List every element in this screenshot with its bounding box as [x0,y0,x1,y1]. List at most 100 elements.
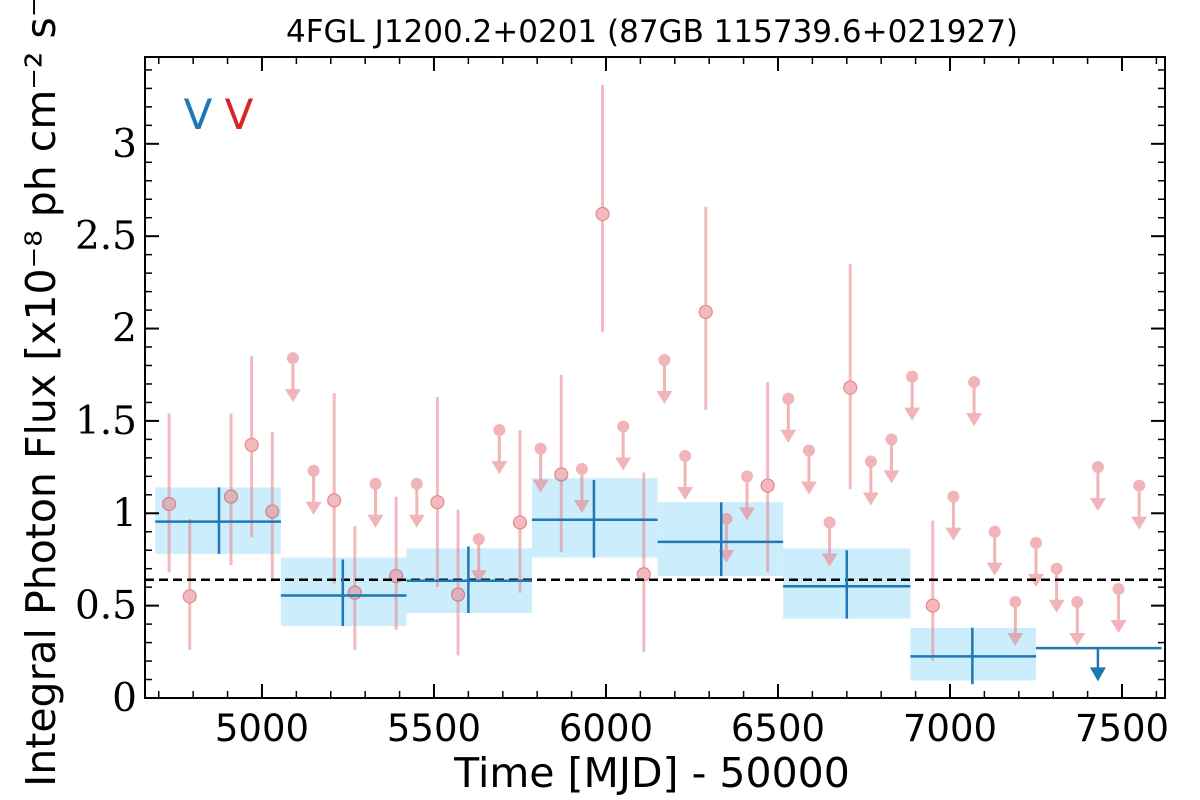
upper-limit-marker [864,455,877,468]
upper-limit-arrowhead [966,413,983,427]
short-bin-series [161,84,1148,662]
upper-limit-arrowhead [945,527,962,541]
short-bin-marker [450,587,466,602]
upper-limit-marker [1050,562,1063,575]
short-bin-marker [554,467,569,482]
short-bin-point [182,518,197,650]
short-bin-upper-limit [1110,583,1127,634]
upper-limit-arrowhead [1048,599,1065,613]
short-bin-upper-limit [491,424,508,475]
short-bin-point [347,526,362,650]
short-bin-point [327,393,342,584]
short-bin-upper-limit [532,442,549,493]
upper-limit-marker [823,516,836,529]
short-bin-marker [182,589,197,604]
upper-limit-marker [720,512,733,525]
short-bin-marker [843,380,858,395]
y-tick-label: 2 [112,307,137,352]
upper-limit-marker [1071,595,1084,608]
short-bin-point [265,431,280,582]
upper-limit-arrowhead [1131,516,1148,530]
short-bin-upper-limit [821,516,838,567]
long-bin-point [657,502,784,577]
upper-limit-arrowhead [800,481,817,495]
short-bin-marker [223,489,239,504]
short-bin-marker [430,495,445,510]
upper-limit-marker [658,353,671,366]
short-bin-marker [512,515,528,530]
upper-limit-arrowhead [883,470,900,484]
upper-limit-marker [885,433,898,446]
legend-mark-short-bin: V [225,90,254,139]
short-bin-upper-limit [1131,479,1148,530]
short-bin-upper-limit [780,392,797,443]
x-tick-label: 5000 [215,707,309,750]
y-axis-label: Integral Photon Flux [x10⁻⁸ ph cm⁻² s⁻¹] [17,0,65,787]
upper-limit-marker [802,444,815,457]
short-bin-upper-limit [367,477,384,528]
short-bin-marker [347,585,362,600]
upper-limit-arrowhead [986,562,1003,576]
short-bin-upper-limit [1027,536,1044,587]
short-bin-upper-limit [945,490,962,541]
long-bin-point [783,550,911,619]
short-bin-marker [244,437,259,453]
upper-limit-marker [493,424,506,437]
x-tick-label: 7000 [903,707,997,750]
upper-limit-marker [1112,583,1125,596]
axes: 5000 5500 6000 6500 7000 7500 0 0.5 1 1.5 2 2.5 3 [75,56,1169,750]
short-bin-upper-limit [739,470,756,521]
upper-limit-arrowhead [615,457,632,471]
short-bin-point [223,413,239,565]
short-bin-marker [595,206,610,222]
y-tick-label: 0.5 [75,584,137,629]
upper-limit-arrowhead [408,514,425,528]
upper-limit-arrowhead [656,390,673,404]
upper-limit-marker [1009,595,1022,608]
short-bin-point [512,430,528,593]
upper-limit-arrowhead [780,429,797,443]
short-bin-marker [925,598,940,613]
short-bin-marker [760,478,775,493]
short-bin-upper-limit [1007,595,1024,646]
short-bin-upper-limit [1089,461,1106,512]
short-bin-upper-limit [966,376,983,427]
x-axis-label: Time [MJD] - 50000 [453,749,850,797]
short-bin-point [450,509,466,656]
short-bin-upper-limit [800,444,817,495]
upper-limit-arrowhead [677,487,694,501]
upper-limit-arrowhead [1007,632,1024,646]
long-bin-point [155,487,281,554]
upper-limit-arrowhead [904,407,921,421]
plot-frame [144,56,1166,699]
short-bin-upper-limit [656,353,673,404]
upper-limit-marker [307,464,320,477]
upper-limit-arrowhead [284,389,301,403]
upper-limit-arrowhead [367,514,384,528]
short-bin-marker [161,496,177,512]
legend-marks: V V [184,90,254,139]
x-tick-label: 6500 [731,707,825,750]
long-bin-ul-arrowhead [1089,667,1106,682]
upper-limit-marker [369,477,382,490]
short-bin-upper-limit [1048,562,1065,613]
upper-limit-marker [988,525,1001,538]
upper-limit-marker [741,470,754,483]
upper-limit-marker [947,490,960,503]
long-bin-point [532,480,658,558]
short-bin-point [925,520,940,662]
short-bin-upper-limit [904,370,921,421]
short-bin-point [595,84,610,333]
short-bin-point [554,374,569,553]
short-bin-point [161,413,177,573]
upper-limit-marker [1133,479,1146,492]
short-bin-upper-limit [408,477,425,528]
y-tick-label: 2.5 [75,214,137,259]
long-bin-series [155,480,1162,685]
short-bin-point [698,206,713,410]
y-tick-label: 1.5 [75,399,137,444]
y-tick-label: 3 [112,122,137,167]
chart-title: 4FGL J1200.2+0201 (87GB 115739.6+021927) [286,14,1018,50]
short-bin-marker [265,504,280,519]
short-bin-upper-limit [615,420,632,471]
